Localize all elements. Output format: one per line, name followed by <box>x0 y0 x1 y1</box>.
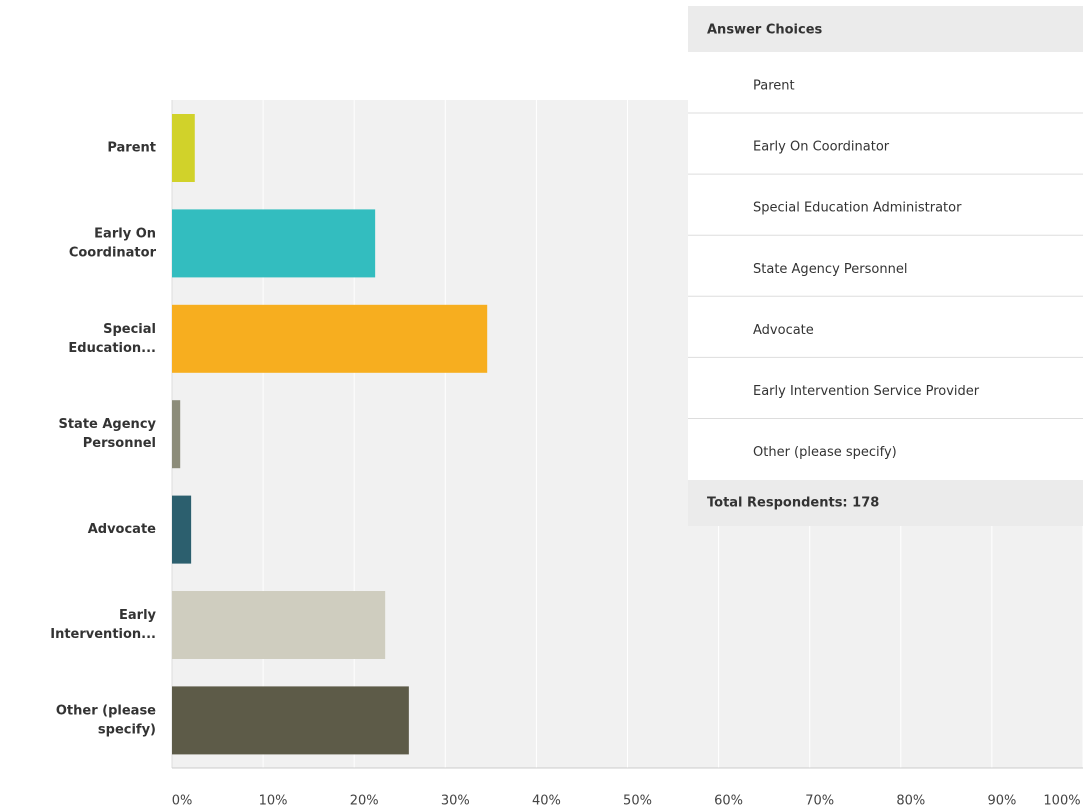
y-tick-label: State Agency <box>58 417 156 432</box>
x-tick-label: 30% <box>441 794 470 809</box>
table-row: Special Education Administrator <box>753 201 962 216</box>
bar <box>172 114 195 182</box>
table-header: Answer Choices <box>707 23 823 38</box>
x-tick-label: 100% <box>1043 794 1080 809</box>
table-footer: Total Respondents: 178 <box>707 496 879 511</box>
x-tick-label: 90% <box>987 794 1016 809</box>
x-tick-label: 40% <box>532 794 561 809</box>
x-tick-label: 20% <box>350 794 379 809</box>
y-tick-label: Other (please <box>56 703 156 718</box>
y-tick-label: specify) <box>98 722 156 737</box>
y-tick-label: Early On <box>94 226 156 241</box>
y-tick-label: Intervention... <box>50 627 156 642</box>
table-row: Early Intervention Service Provider <box>753 384 980 399</box>
bar <box>172 686 409 755</box>
y-tick-label: Early <box>119 608 157 623</box>
bar <box>172 495 192 564</box>
table-row: Parent <box>753 79 795 94</box>
table-row: Early On Coordinator <box>753 140 890 155</box>
x-tick-label: 10% <box>259 794 288 809</box>
table-footer-bg <box>688 480 1083 526</box>
table-row: State Agency Personnel <box>753 262 907 277</box>
x-tick-label: 80% <box>896 794 925 809</box>
y-tick-label: Advocate <box>88 522 156 537</box>
y-tick-label: Coordinator <box>69 245 157 260</box>
x-tick-label: 60% <box>714 794 743 809</box>
x-tick-label: 70% <box>805 794 834 809</box>
y-tick-label: Education... <box>68 341 156 356</box>
table-bg <box>688 6 1083 526</box>
x-tick-label: 50% <box>623 794 652 809</box>
bar <box>172 400 181 469</box>
y-tick-label: Special <box>103 322 156 337</box>
bar <box>172 591 386 659</box>
bar <box>172 304 488 373</box>
table-header-bg <box>688 6 1083 52</box>
bar <box>172 209 376 278</box>
x-tick-label: 0% <box>172 794 193 809</box>
answer-table: Answer Choices Total Respondents: 178 Pa… <box>688 6 1083 526</box>
y-tick-label: Personnel <box>83 436 156 451</box>
y-tick-label: Parent <box>107 141 156 156</box>
table-row: Other (please specify) <box>753 445 897 460</box>
table-row: Advocate <box>753 323 814 338</box>
